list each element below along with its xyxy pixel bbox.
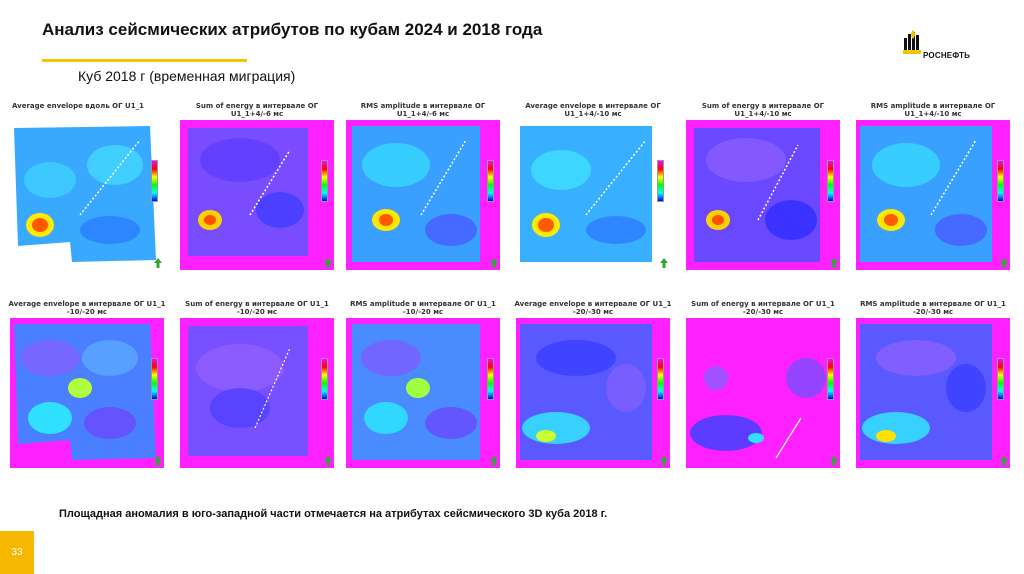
attribute-map — [180, 318, 334, 468]
colorbar — [827, 358, 834, 400]
north-arrow-icon — [490, 258, 498, 268]
attribute-map — [10, 318, 164, 468]
attribute-map-panel: RMS amplitude в интервале ОГ U1_1 -10/-2… — [342, 300, 504, 472]
panel-title: RMS amplitude в интервале ОГ U1_1+4/-6 м… — [360, 102, 486, 118]
panel-title: Sum of energy в интервале ОГ U1_1 -10/-2… — [185, 300, 329, 316]
panel-title: Average envelope вдоль ОГ U1_1 — [12, 102, 144, 110]
attribute-map — [856, 318, 1010, 468]
colorbar — [487, 160, 494, 202]
attribute-map — [346, 318, 500, 468]
attribute-map — [686, 318, 840, 468]
north-arrow-icon — [324, 456, 332, 466]
attribute-map-panel: RMS amplitude в интервале ОГ U1_1 -20/-3… — [852, 300, 1014, 472]
north-arrow-icon — [1000, 258, 1008, 268]
attribute-map-panel: Average envelope в интервале ОГ U1_1 -20… — [512, 300, 674, 472]
panel-title: RMS amplitude в интервале ОГ U1_1 -10/-2… — [350, 300, 496, 316]
attribute-map-panel: Average envelope вдоль ОГ U1_1 — [6, 102, 168, 274]
panel-title: Sum of energy в интервале ОГ U1_1 -20/-3… — [691, 300, 835, 316]
colorbar — [657, 358, 664, 400]
north-arrow-icon — [660, 456, 668, 466]
slide-title: Анализ сейсмических атрибутов по кубам 2… — [42, 20, 543, 39]
panel-title: Sum of energy в интервале ОГ U1_1+4/-6 м… — [195, 102, 319, 118]
north-arrow-icon — [154, 456, 162, 466]
attribute-map — [516, 120, 670, 270]
panel-title: RMS amplitude в интервале ОГ U1_1+4/-10 … — [870, 102, 996, 118]
panel-title: Average envelope в интервале ОГ U1_1+4/-… — [525, 102, 661, 118]
north-arrow-icon — [154, 258, 162, 268]
north-arrow-icon — [324, 258, 332, 268]
slide-caption: Площадная аномалия в юго-западной части … — [59, 508, 608, 520]
north-arrow-icon — [830, 258, 838, 268]
attribute-map — [10, 120, 164, 270]
attribute-map-panel: Sum of energy в интервале ОГ U1_1 -20/-3… — [682, 300, 844, 472]
logo-text: РОСНЕФТЬ — [923, 51, 971, 60]
north-arrow-icon — [830, 456, 838, 466]
slide-subtitle: Куб 2018 г (временная миграция) — [78, 68, 296, 84]
colorbar — [997, 160, 1004, 202]
north-arrow-icon — [660, 258, 668, 268]
page-number: 33 — [0, 531, 34, 574]
colorbar — [657, 160, 664, 202]
rosneft-logo: РОСНЕФТЬ — [903, 28, 1003, 68]
attribute-map-panel: Average envelope в интервале ОГ U1_1 -10… — [6, 300, 168, 472]
attribute-map — [180, 120, 334, 270]
colorbar — [827, 160, 834, 202]
attribute-map-panel: Average envelope в интервале ОГ U1_1+4/-… — [512, 102, 674, 274]
attribute-map-panel: RMS amplitude в интервале ОГ U1_1+4/-6 м… — [342, 102, 504, 274]
panel-title: Average envelope в интервале ОГ U1_1 -10… — [8, 300, 166, 316]
attribute-map — [516, 318, 670, 468]
panel-title: Sum of energy в интервале ОГ U1_1+4/-10 … — [701, 102, 825, 118]
colorbar — [151, 160, 158, 202]
attribute-map — [686, 120, 840, 270]
colorbar — [997, 358, 1004, 400]
attribute-map-panel: Sum of energy в интервале ОГ U1_1 -10/-2… — [176, 300, 338, 472]
attribute-map-panel: RMS amplitude в интервале ОГ U1_1+4/-10 … — [852, 102, 1014, 274]
attribute-map-panel: Sum of energy в интервале ОГ U1_1+4/-10 … — [682, 102, 844, 274]
colorbar — [487, 358, 494, 400]
title-underline — [42, 59, 247, 62]
north-arrow-icon — [490, 456, 498, 466]
colorbar — [321, 160, 328, 202]
panel-title: RMS amplitude в интервале ОГ U1_1 -20/-3… — [860, 300, 1006, 316]
attribute-map-panel: Sum of energy в интервале ОГ U1_1+4/-6 м… — [176, 102, 338, 274]
logo-emblem-icon — [903, 30, 921, 54]
colorbar — [321, 358, 328, 400]
north-arrow-icon — [1000, 456, 1008, 466]
attribute-map — [346, 120, 500, 270]
attribute-map — [856, 120, 1010, 270]
colorbar — [151, 358, 158, 400]
panel-title: Average envelope в интервале ОГ U1_1 -20… — [514, 300, 672, 316]
